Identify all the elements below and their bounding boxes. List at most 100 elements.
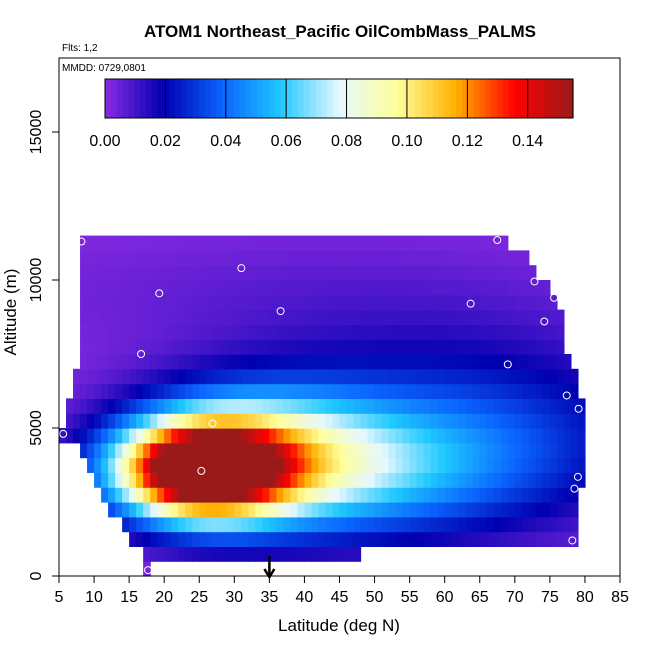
heatmap-cell	[521, 487, 530, 503]
heatmap-cell	[332, 354, 341, 370]
heatmap-cell	[458, 428, 467, 444]
heatmap-cell	[101, 250, 109, 266]
heatmap-cell	[444, 502, 453, 518]
heatmap-cell	[346, 487, 355, 503]
heatmap-cell	[493, 368, 502, 385]
heatmap-cell	[395, 250, 404, 266]
heatmap-cell	[101, 280, 109, 296]
heatmap-cell	[409, 487, 418, 503]
heatmap-cell	[367, 294, 376, 311]
heatmap-cell	[318, 265, 327, 281]
heatmap-cell	[451, 294, 460, 311]
heatmap-cell	[563, 354, 572, 370]
heatmap-cell	[409, 339, 418, 355]
colorbar-swatch	[122, 79, 129, 118]
heatmap-cell	[318, 546, 327, 562]
x-tick-label: 5	[55, 589, 64, 606]
heatmap-cell	[283, 265, 292, 281]
heatmap-cell	[199, 516, 207, 533]
heatmap-cell	[297, 250, 306, 266]
heatmap-cell	[311, 250, 320, 266]
heatmap-cell	[416, 398, 425, 414]
heatmap-cell	[108, 368, 116, 385]
heatmap-cell	[493, 383, 502, 399]
heatmap-cell	[150, 442, 158, 459]
heatmap-cell	[353, 294, 362, 311]
sample-point	[276, 307, 285, 316]
heatmap-cell	[206, 383, 214, 399]
heatmap-cell	[367, 457, 376, 473]
sample-point	[466, 299, 475, 308]
heatmap-cell	[220, 294, 228, 311]
heatmap-cell	[472, 472, 481, 488]
heatmap-cell	[451, 354, 460, 370]
heatmap-cell	[171, 398, 179, 414]
heatmap-cell	[185, 398, 193, 414]
heatmap-cell	[563, 487, 572, 503]
heatmap-cell	[157, 294, 165, 311]
heatmap-cell	[402, 472, 411, 488]
heatmap-cell	[115, 472, 123, 488]
heatmap-cell	[213, 309, 221, 325]
heatmap-cell	[206, 368, 214, 385]
heatmap-cell	[339, 383, 348, 399]
heatmap-cell	[388, 398, 397, 414]
heatmap-cell	[164, 324, 172, 340]
heatmap-cell	[241, 235, 249, 251]
heatmap-cell	[542, 472, 551, 488]
heatmap-cell	[325, 383, 334, 399]
heatmap-cell	[423, 235, 432, 251]
heatmap-cell	[150, 383, 158, 399]
heatmap-cell	[276, 324, 284, 340]
heatmap-cell	[325, 235, 334, 251]
heatmap-cell	[80, 413, 88, 429]
heatmap-cell	[283, 413, 292, 429]
heatmap-cell	[339, 398, 348, 414]
heatmap-cell	[430, 531, 439, 547]
heatmap-cell	[409, 235, 418, 251]
colorbar-swatch	[110, 79, 118, 118]
heatmap-cell	[178, 250, 186, 266]
heatmap-cell	[318, 531, 327, 547]
heatmap-cell	[577, 413, 586, 429]
colorbar-swatch	[292, 79, 299, 118]
heatmap-cell	[171, 339, 179, 355]
heatmap-cell	[367, 368, 376, 385]
heatmap-cell	[465, 516, 474, 533]
heatmap-cell	[234, 324, 242, 340]
heatmap-cell	[556, 516, 565, 533]
heatmap-cell	[458, 235, 467, 251]
heatmap-cell	[171, 324, 179, 340]
heatmap-cell	[563, 516, 572, 533]
heatmap-cell	[94, 354, 102, 370]
heatmap-cell	[213, 324, 221, 340]
heatmap-cell	[255, 413, 263, 429]
heatmap-cell	[507, 368, 516, 385]
heatmap-cell	[493, 531, 502, 547]
heatmap-cell	[87, 383, 95, 399]
heatmap-cell	[136, 368, 144, 385]
heatmap-cell	[178, 235, 186, 251]
heatmap-cell	[199, 235, 207, 251]
heatmap-cell	[346, 235, 355, 251]
heatmap-cell	[276, 354, 284, 370]
heatmap-cell	[269, 442, 277, 459]
heatmap-cell	[563, 442, 572, 459]
heatmap-cell	[360, 457, 369, 473]
heatmap-cell	[521, 457, 530, 473]
heatmap-cell	[388, 516, 397, 533]
heatmap-cell	[416, 280, 425, 296]
heatmap-cell	[374, 265, 383, 281]
heatmap-cell	[479, 516, 488, 533]
heatmap-cell	[269, 368, 277, 385]
heatmap-cell	[234, 309, 242, 325]
heatmap-cell	[311, 413, 320, 429]
heatmap-cell	[178, 280, 186, 296]
heatmap-cell	[283, 502, 292, 518]
heatmap-cell	[549, 309, 558, 325]
heatmap-cell	[297, 383, 306, 399]
heatmap-cell	[521, 398, 530, 414]
heatmap-cell	[192, 546, 200, 562]
heatmap-cell	[444, 383, 453, 399]
heatmap-cell	[486, 354, 495, 370]
